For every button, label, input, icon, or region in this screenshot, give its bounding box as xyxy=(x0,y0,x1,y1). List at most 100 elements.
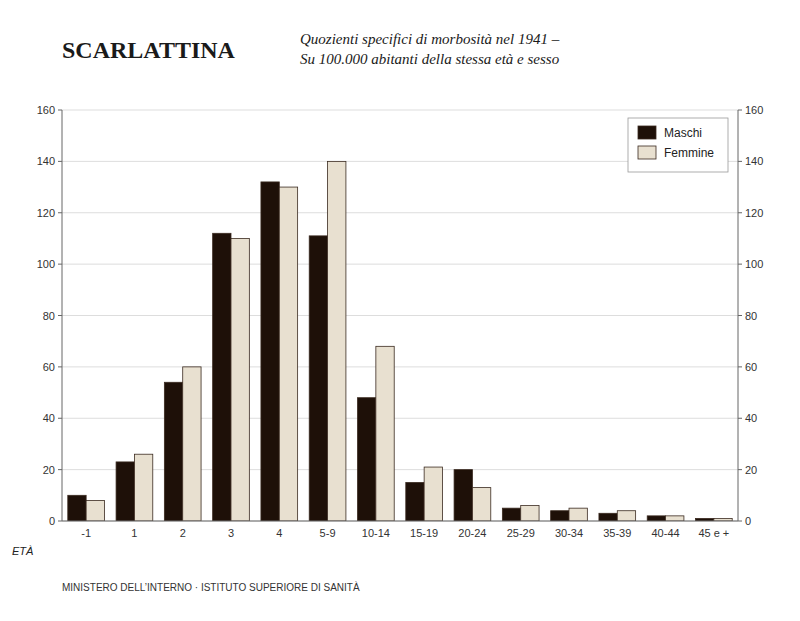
y2-tick-label: 60 xyxy=(745,361,757,373)
legend: Maschi Femmine xyxy=(628,118,728,172)
bar xyxy=(86,500,104,521)
bar xyxy=(406,482,424,521)
x-tick-label: 15-19 xyxy=(410,527,438,539)
bars xyxy=(68,161,732,521)
footer: MINISTERO DELL’INTERNO · ISTITUTO SUPERI… xyxy=(62,581,360,593)
grid-line xyxy=(62,315,738,316)
y2-tick-label: 40 xyxy=(745,412,757,424)
bar xyxy=(472,488,490,521)
y2-tick-label: 120 xyxy=(745,207,763,219)
y-tick-label: 40 xyxy=(43,412,55,424)
y2-tick xyxy=(738,418,742,419)
legend-label: Femmine xyxy=(664,146,714,160)
grid-line xyxy=(62,521,738,522)
legend-swatch xyxy=(638,126,656,139)
x-tick-label: 5-9 xyxy=(320,527,336,539)
x-tick-label: 35-39 xyxy=(603,527,631,539)
bar xyxy=(599,513,617,521)
y2-tick xyxy=(738,315,742,316)
legend-label: Maschi xyxy=(664,126,702,140)
y-tick-label: 160 xyxy=(37,104,55,116)
grid-line xyxy=(62,212,738,213)
bar xyxy=(647,516,665,521)
bar xyxy=(309,236,327,521)
bar xyxy=(502,508,520,521)
x-axis xyxy=(62,521,738,522)
x-tick-label: 2 xyxy=(180,527,186,539)
y2-tick xyxy=(738,264,742,265)
y2-tick-label: 0 xyxy=(745,515,751,527)
grid-line xyxy=(62,366,738,367)
y-tick xyxy=(58,366,62,367)
bar xyxy=(68,495,86,521)
grid-line xyxy=(62,264,738,265)
subtitle: Quozienti specifici di morbosità nel 194… xyxy=(300,31,560,47)
chart: SCARLATTINA Quozienti specifici di morbos… xyxy=(0,0,800,621)
bar xyxy=(328,161,346,521)
bar xyxy=(666,516,684,521)
y2-tick-label: 140 xyxy=(745,155,763,167)
x-tick-label: 3 xyxy=(228,527,234,539)
y2-tick-label: 80 xyxy=(745,310,757,322)
bar xyxy=(164,382,182,521)
y-tick xyxy=(58,418,62,419)
bar xyxy=(358,398,376,521)
y-tick xyxy=(58,110,62,111)
bar xyxy=(551,511,569,521)
x-tick-label: 1 xyxy=(131,527,137,539)
x-label: ETÀ xyxy=(12,545,33,557)
grid-line xyxy=(62,110,738,111)
x-tick-label: 25-29 xyxy=(507,527,535,539)
y-tick-label: 60 xyxy=(43,361,55,373)
x-tick-label: 10-14 xyxy=(362,527,390,539)
y2-tick-label: 20 xyxy=(745,464,757,476)
legend-frame xyxy=(628,118,728,172)
y2-tick xyxy=(738,469,742,470)
bar xyxy=(134,454,152,521)
title: SCARLATTINA xyxy=(62,37,236,63)
bar xyxy=(231,238,249,521)
x-tick-label: 45 e + xyxy=(698,527,729,539)
y-tick xyxy=(58,212,62,213)
y2-tick xyxy=(738,161,742,162)
bar xyxy=(454,470,472,521)
y-tick xyxy=(58,264,62,265)
grid-line xyxy=(62,418,738,419)
grid-line xyxy=(62,469,738,470)
bar xyxy=(261,182,279,521)
y-tick-label: 80 xyxy=(43,310,55,322)
bar xyxy=(116,462,134,521)
bar xyxy=(213,233,231,521)
y-tick xyxy=(58,469,62,470)
y-tick xyxy=(58,315,62,316)
y-tick-label: 140 xyxy=(37,155,55,167)
bar xyxy=(424,467,442,521)
y2-tick xyxy=(738,521,742,522)
legend-swatch xyxy=(638,146,656,159)
y2-tick xyxy=(738,212,742,213)
bar xyxy=(376,346,394,521)
y2-tick-label: 100 xyxy=(745,258,763,270)
y-tick-label: 120 xyxy=(37,207,55,219)
subtitle: Su 100.000 abitanti della stessa età e s… xyxy=(300,51,560,67)
x-tick-label: 30-34 xyxy=(555,527,583,539)
y2-tick xyxy=(738,366,742,367)
bar xyxy=(279,187,297,521)
x-tick-label: 4 xyxy=(276,527,282,539)
x-tick-label: 20-24 xyxy=(458,527,486,539)
y-tick-label: 100 xyxy=(37,258,55,270)
y-tick xyxy=(58,161,62,162)
y-tick-label: 20 xyxy=(43,464,55,476)
bar xyxy=(183,367,201,521)
y2-tick xyxy=(738,110,742,111)
bar xyxy=(521,506,539,521)
y2-tick-label: 160 xyxy=(745,104,763,116)
y-tick-label: 0 xyxy=(49,515,55,527)
x-tick-label: -1 xyxy=(81,527,91,539)
bar xyxy=(569,508,587,521)
y-axis xyxy=(62,110,63,521)
x-tick-label: 40-44 xyxy=(652,527,680,539)
y2-axis xyxy=(738,110,739,521)
y-tick xyxy=(58,521,62,522)
bar xyxy=(617,511,635,521)
